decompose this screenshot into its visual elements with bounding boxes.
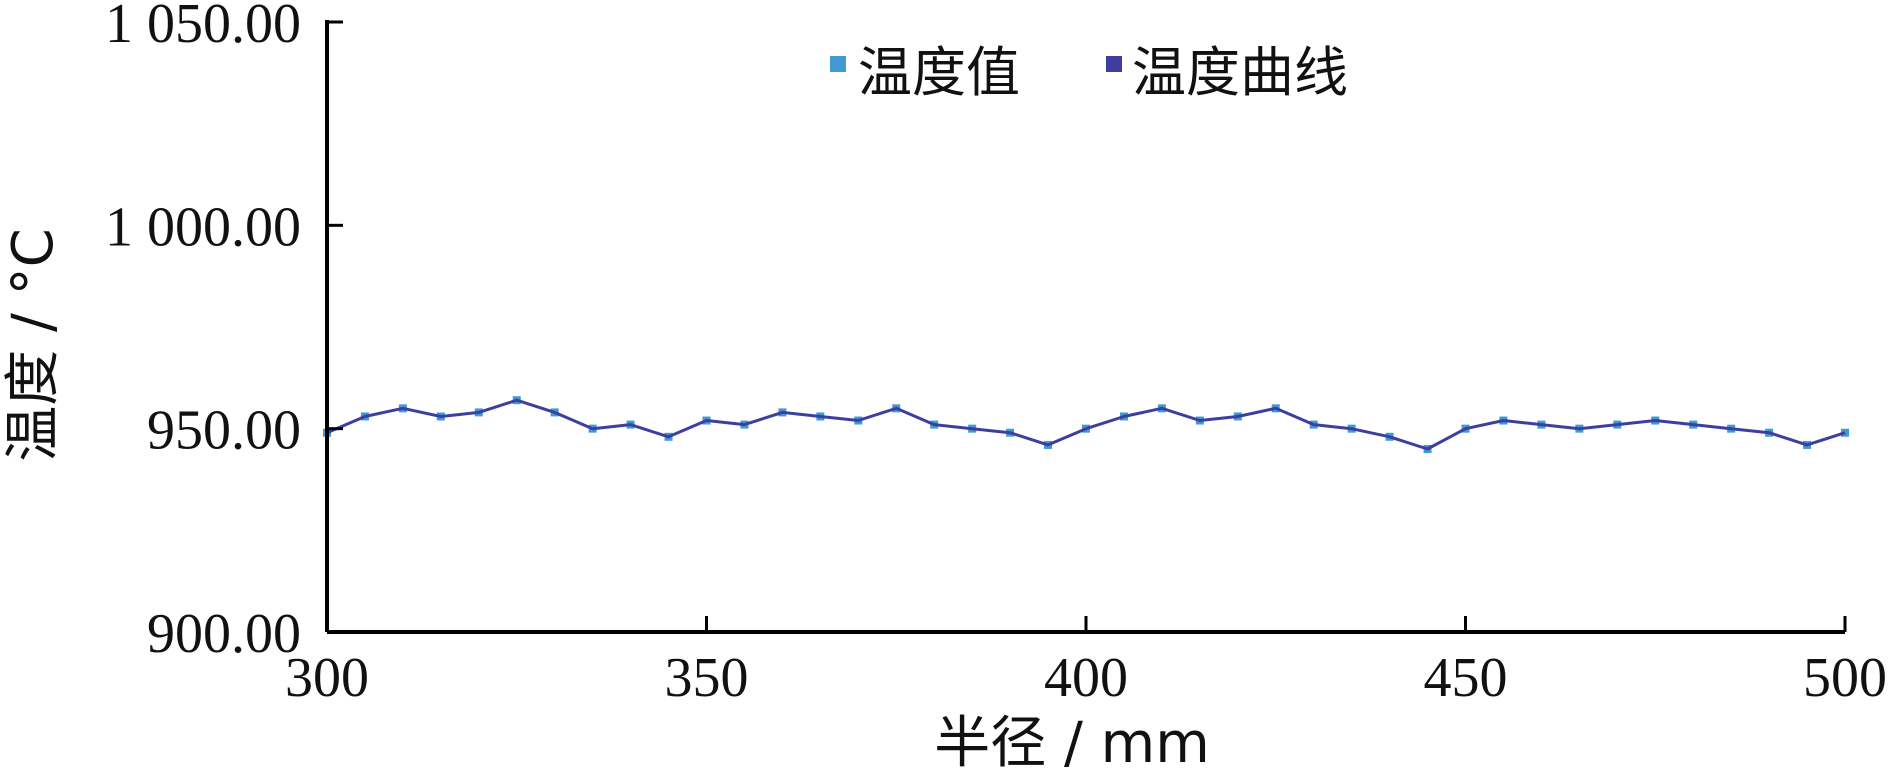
- legend-marker-temperature-curve: [1106, 56, 1122, 72]
- x-tick-label: 500: [1803, 647, 1887, 709]
- x-tick-label: 450: [1424, 647, 1508, 709]
- plot-area: [323, 396, 1849, 453]
- axes: 300 350 400 450 500 900.00 950.00 1 000.00 1 050…: [105, 0, 1887, 709]
- y-tick-label: 1 050.00: [105, 0, 301, 55]
- y-tick-label: 900.00: [147, 603, 301, 665]
- legend-marker-temperature-values: [830, 56, 846, 72]
- y-axis-title: 温度 / °C: [1, 228, 66, 462]
- x-tick-label: 300: [285, 647, 369, 709]
- y-tick-label: 1 000.00: [105, 196, 301, 258]
- legend-label-temperature-values: 温度值: [858, 41, 1020, 104]
- temperature-curve-line: [326, 398, 1846, 451]
- x-axis-title: 半径 / mm: [934, 711, 1210, 771]
- x-tick-label: 400: [1044, 647, 1128, 709]
- legend-label-temperature-curve: 温度曲线: [1132, 41, 1348, 104]
- x-tick-label: 350: [665, 647, 749, 709]
- y-tick-label: 950.00: [147, 400, 301, 462]
- legend: 温度值 温度曲线: [830, 41, 1348, 104]
